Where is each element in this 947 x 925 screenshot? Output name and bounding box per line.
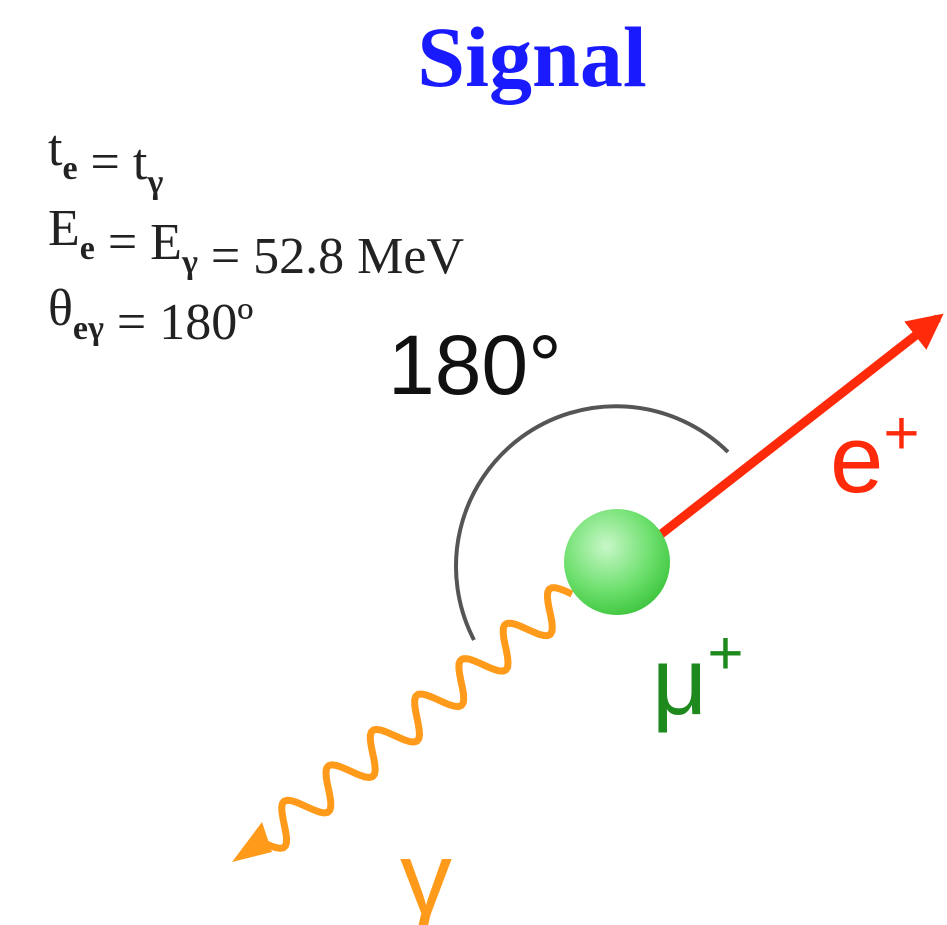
title: Signal <box>417 9 646 105</box>
photon-track <box>264 588 572 849</box>
condition-subscript: eγ <box>73 310 104 347</box>
muon-symbol: μ <box>652 628 707 735</box>
muon-charge: + <box>707 619 743 688</box>
condition-subscript: γ <box>181 244 198 281</box>
positron-label: e+ <box>830 399 920 513</box>
photon-arrowhead <box>232 822 272 862</box>
condition-line: θeγ = 180º <box>48 280 253 351</box>
condition-subscript: γ <box>146 164 163 201</box>
condition-subscript: e <box>62 150 77 187</box>
photon-label: γ <box>400 821 452 925</box>
condition-text: = E <box>95 214 182 271</box>
condition-text: = 52.8 MeV <box>198 228 464 285</box>
condition-text: θ <box>48 280 73 337</box>
condition-text: = 180º <box>104 294 253 351</box>
condition-text: = t <box>78 134 148 191</box>
positron-symbol: e <box>830 406 883 513</box>
muon-label: μ+ <box>652 619 744 735</box>
diagram: Signal te = tγEe = Eγ = 52.8 MeVθeγ = 18… <box>0 0 947 925</box>
condition-line: Ee = Eγ = 52.8 MeV <box>48 200 464 285</box>
muon-ball <box>564 509 670 615</box>
condition-subscript: e <box>80 230 95 267</box>
page: Signal te = tγEe = Eγ = 52.8 MeVθeγ = 18… <box>0 0 947 925</box>
positron-charge: + <box>883 399 919 468</box>
condition-line: te = tγ <box>48 120 163 201</box>
condition-text: t <box>48 120 63 177</box>
condition-text: E <box>48 200 80 257</box>
angle-label: 180° <box>388 318 562 412</box>
